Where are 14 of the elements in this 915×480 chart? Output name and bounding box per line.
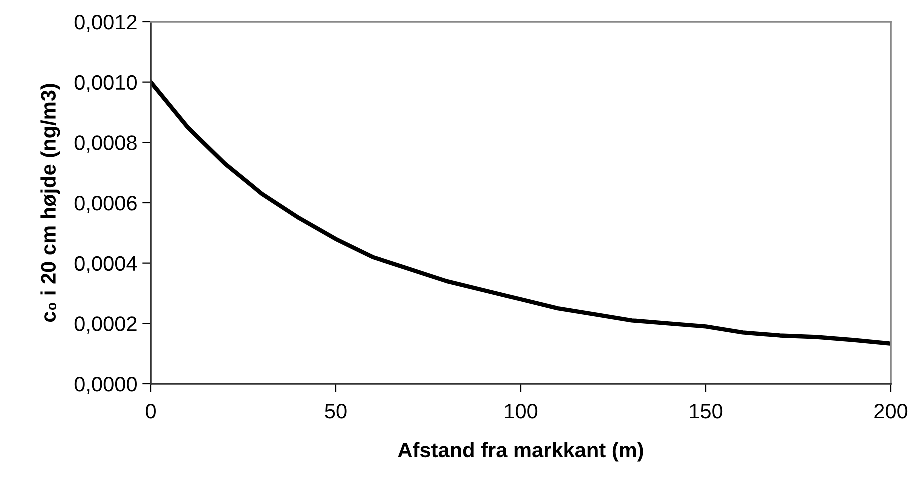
y-tick-label: 0,0008 [74, 136, 137, 153]
x-axis-title: Afstand fra markkant (m) [398, 442, 644, 462]
y-tick-label: 0,0006 [74, 196, 137, 214]
x-tick-label: 150 [690, 404, 723, 419]
y-tick-label: 0,0002 [74, 316, 137, 334]
x-tick-label: 100 [505, 404, 538, 419]
y-axis-title: c₀ i 20 cm højde (ng/m3) [40, 84, 60, 322]
y-tick-label: 0,0010 [74, 75, 137, 93]
x-tick-label: 200 [874, 404, 908, 419]
y-tick-label: 0,0004 [74, 256, 138, 274]
y-tick-label: 0,0012 [74, 15, 137, 32]
x-tick-label: 0 [146, 404, 156, 419]
x-tick-label: 50 [325, 404, 347, 419]
y-tick-label: 0,0000 [74, 377, 137, 394]
